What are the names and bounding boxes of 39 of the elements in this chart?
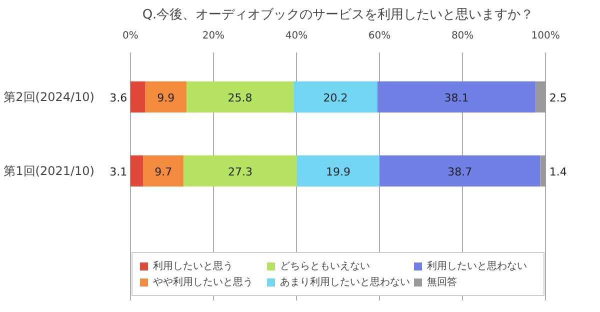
data-label: 38.7 [448, 165, 472, 178]
legend-label: 利用したいと思わない [427, 260, 528, 273]
bar [536, 81, 546, 112]
x-tick-label: 100% [531, 30, 560, 42]
bar [294, 81, 378, 112]
data-label: 3.1 [110, 165, 128, 178]
data-label: 27.3 [228, 165, 252, 178]
data-label: 9.7 [154, 165, 172, 178]
bar [377, 81, 536, 112]
data-label: 2.5 [549, 91, 567, 104]
bar [540, 155, 546, 186]
legend-label: 利用したいと思う [153, 260, 234, 273]
bar [130, 81, 146, 112]
y-tick-label: 第2回(2024/10) [4, 90, 95, 104]
data-label: 38.1 [444, 91, 469, 104]
bar [184, 155, 297, 186]
bar [143, 155, 184, 186]
x-tick-label: 60% [368, 30, 391, 42]
data-label: 25.8 [228, 91, 252, 104]
legend-label: どちらともいえない [280, 260, 371, 273]
y-tick-label: 第1回(2021/10) [4, 164, 95, 178]
legend-label: あまり利用したいと思わない [280, 276, 410, 289]
legend-label: 無回答 [427, 276, 458, 289]
x-tick-label: 40% [285, 30, 308, 42]
data-label: 20.2 [323, 91, 348, 104]
data-label: 19.9 [326, 165, 350, 178]
bar [380, 155, 540, 186]
bar [130, 155, 144, 186]
data-label: 9.9 [157, 91, 175, 104]
legend-label: やや利用したいと思う [153, 276, 254, 289]
bar [186, 81, 294, 112]
chart-title: Q.今後、オーディオブックのサービスを利用したいと思いますか？ [142, 8, 534, 22]
bar [145, 81, 186, 112]
data-label: 3.6 [110, 91, 128, 104]
x-tick-label: 20% [202, 30, 225, 42]
x-tick-label: 0% [122, 30, 138, 42]
data-label: 1.4 [549, 165, 567, 178]
bar [296, 155, 380, 186]
x-tick-label: 80% [451, 30, 474, 42]
